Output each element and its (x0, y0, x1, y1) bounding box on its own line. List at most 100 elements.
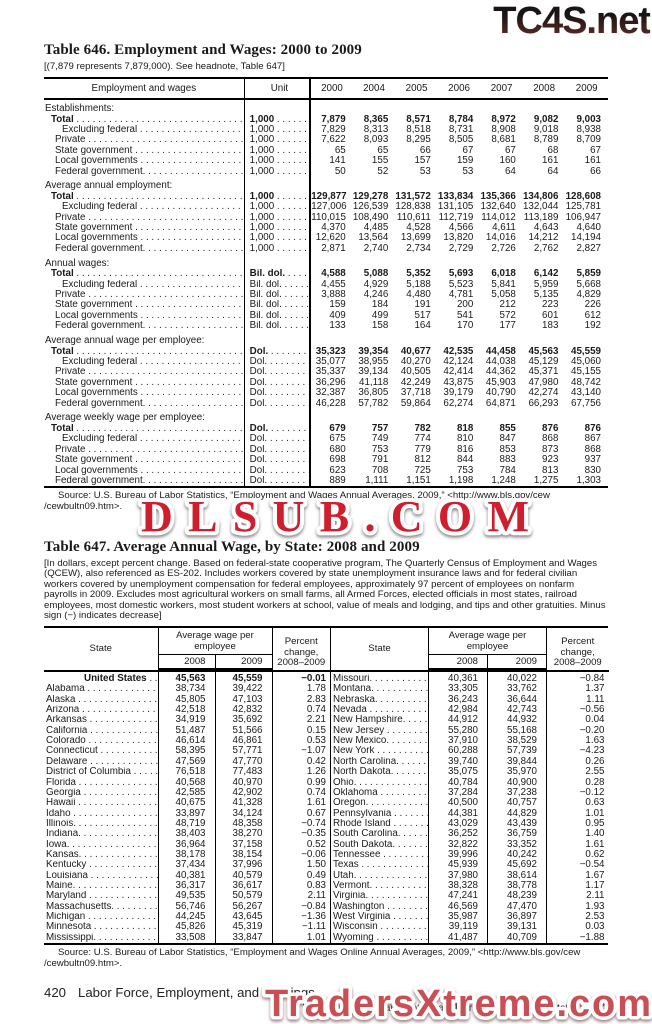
value-cell (438, 332, 481, 347)
col-header-employment-and-wages: Employment and wages (44, 77, 245, 100)
pct-change: −0.54 (546, 859, 609, 871)
state-name: Maine. (44, 880, 159, 892)
value-cell (353, 254, 396, 269)
dot-leader (367, 705, 428, 715)
dot-leader (401, 829, 428, 839)
state-name: Wisconsin (330, 922, 429, 933)
table646-body: Establishments:Total1,0007,8798,3658,571… (44, 98, 608, 488)
value-2008: 8,789 (533, 134, 559, 146)
dot-leader (268, 424, 309, 434)
value-cell (395, 409, 438, 424)
unit-cell: Bil. dol. (244, 300, 312, 311)
value-2007: 132,640 (480, 201, 516, 213)
table-row: Private 1,000 110,015 108,490 110,611 112,719… (44, 212, 608, 224)
unit-cell (244, 331, 312, 347)
unit-cell: 1,000 (244, 243, 312, 255)
wage-2009: 42,902 (232, 786, 263, 798)
value-cell (438, 177, 481, 192)
col-header-2007: 2007 (480, 77, 523, 100)
value-2009: 192 (584, 320, 601, 332)
state-name: South Carolina. (330, 829, 429, 840)
value-2009: 8,709 (576, 134, 601, 146)
table-row: Federal government. Bil. dol. 133 158 164 170… (44, 320, 608, 332)
row-label: Private (44, 290, 245, 301)
row-label: Federal government. (44, 166, 245, 177)
value-2008: 9,082 (533, 113, 559, 125)
value-2007: 40,790 (485, 387, 516, 399)
row-label-text: Excluding federal (62, 279, 138, 290)
value-2009: 45,155 (571, 366, 601, 378)
dot-leader (391, 809, 428, 819)
row-label-text: Local governments (55, 388, 138, 399)
row-label-text: 1,000 (249, 202, 275, 213)
unit-cell: 1,000 (244, 156, 312, 167)
col-header-2008: 2008 (522, 77, 566, 100)
wage-2008: 47,241 (428, 890, 488, 902)
state-name: Arizona (44, 705, 159, 716)
row-label-text: Private (55, 290, 86, 300)
value-2007: 160 (499, 155, 516, 167)
pct-change: 1.17 (546, 880, 609, 892)
col-header-2000: 2000 (310, 77, 353, 100)
table647-subheader-row: 2008 2009 (331, 654, 609, 671)
dot-leader (274, 167, 309, 177)
value-2007: 5,841 (491, 278, 516, 290)
table-row: Private 1,000 7,622 8,093 8,295 8,505 8,681 8,7… (44, 134, 608, 146)
value-2005: 4,528 (406, 222, 431, 234)
pct-change: 1.63 (546, 735, 609, 747)
state-name: Kentucky (44, 860, 159, 871)
row-label: Total (44, 423, 245, 435)
value-2008: 14,212 (528, 232, 559, 244)
value-2000: 35,077 (315, 355, 346, 367)
pct-change: 2.53 (546, 911, 609, 923)
wage-2009: 42,832 (232, 704, 263, 716)
wage-2009: 47,103 (232, 693, 263, 705)
value-2000: 889 (329, 474, 346, 486)
dot-leader (274, 223, 309, 233)
value-cell (480, 99, 523, 115)
pct-change: −4.23 (546, 746, 609, 757)
dot-leader (85, 912, 157, 922)
state-name: Oklahoma (330, 787, 429, 799)
table-row: Excluding federal 1,000 7,829 8,313 8,518 8,7… (44, 124, 608, 136)
unit-cell (244, 98, 312, 115)
pct-change: 1.61 (546, 839, 609, 850)
state-row: South Dakota. 32,822 33,352 1.61 (330, 839, 609, 850)
value-2005: 40,677 (400, 345, 431, 357)
row-label-text: Texas (333, 860, 359, 871)
wage-2009: 55,168 (507, 724, 537, 736)
dot-leader (390, 912, 428, 922)
row-label: State government (44, 300, 245, 311)
state-row: South Carolina. 36,252 36,759 1.40 (330, 828, 609, 840)
state-row: Vermont. 38,328 38,778 1.17 (330, 880, 609, 892)
table-row: Total Dol. 679 757 782 818 855 876 876 (44, 423, 608, 435)
value-2004: 749 (371, 433, 389, 445)
pct-change: 0.62 (546, 849, 609, 861)
value-2009: 4,829 (576, 289, 601, 300)
dot-leader (86, 213, 244, 223)
dot-leader (267, 476, 309, 486)
header-underline-row (330, 669, 609, 673)
value-cell (480, 254, 523, 269)
dot-leader (274, 202, 309, 212)
state-name: Alabama (44, 684, 159, 695)
unit-cell: Dol. (244, 388, 312, 399)
wage-2009: 35,970 (507, 766, 537, 778)
pct-change: 1.67 (546, 870, 609, 881)
value-2007: 44,038 (485, 355, 516, 367)
dot-leader (138, 311, 244, 321)
dot-leader (274, 156, 309, 166)
dot-leader (374, 684, 428, 694)
value-2009: 45,559 (571, 345, 601, 357)
row-label-text: Dol. (249, 356, 268, 367)
table-row: Total 1,000 129,877 129,278 131,572 133,834 13… (44, 191, 608, 203)
value-2008: 1,275 (533, 474, 559, 486)
row-label-text: California (46, 725, 88, 736)
dot-leader (393, 767, 428, 777)
row-label-text: Ohio. (333, 777, 357, 788)
table-row: Federal government. Dol. 889 1,111 1,151 1,19… (44, 474, 608, 488)
row-label-text: 1,000 (249, 124, 275, 135)
unit-cell: Bil. dol. (244, 310, 312, 322)
row-label-text: Rhode Island (333, 818, 391, 829)
value-2004: 1,111 (365, 474, 389, 486)
